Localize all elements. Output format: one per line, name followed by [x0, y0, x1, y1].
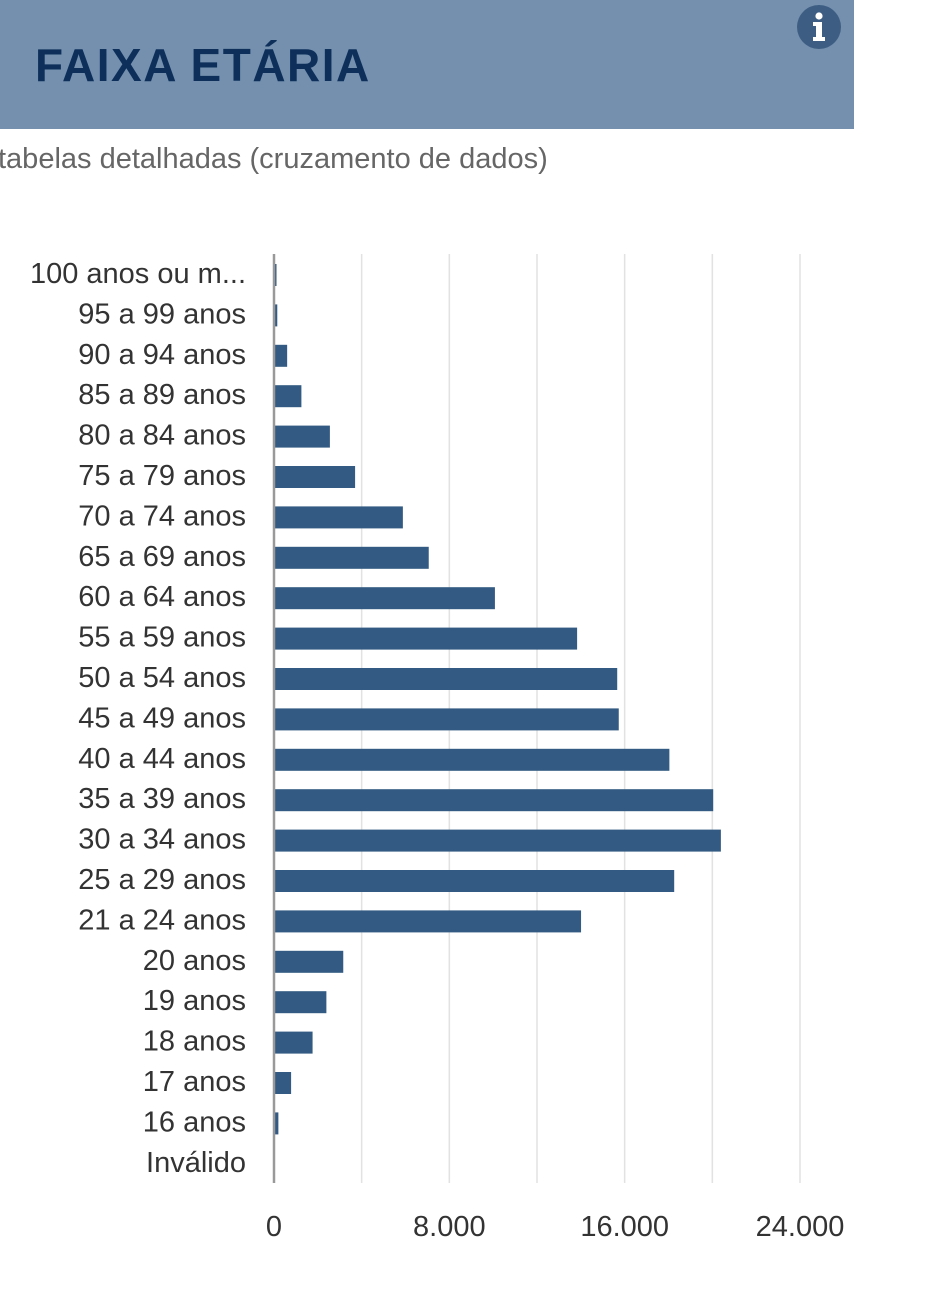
- category-label: 18 anos: [143, 1026, 246, 1058]
- bar: [274, 546, 429, 569]
- category-label: Inválido: [146, 1147, 246, 1179]
- category-label: 90 a 94 anos: [78, 339, 246, 371]
- category-label: 80 a 84 anos: [78, 420, 246, 452]
- category-label: 45 a 49 anos: [78, 702, 246, 734]
- bar: [274, 748, 670, 771]
- bar: [274, 385, 302, 408]
- bar: [274, 1031, 313, 1054]
- category-label: 16 anos: [143, 1106, 246, 1138]
- bar: [274, 506, 403, 529]
- category-label: 25 a 29 anos: [78, 864, 246, 896]
- bar: [274, 1112, 279, 1135]
- category-label: 60 a 64 anos: [78, 581, 246, 613]
- bar: [274, 910, 582, 933]
- category-label: 21 a 24 anos: [78, 904, 246, 936]
- category-label: 65 a 69 anos: [78, 541, 246, 573]
- bar: [274, 425, 330, 448]
- category-label: 70 a 74 anos: [78, 500, 246, 532]
- category-label: 30 a 34 anos: [78, 824, 246, 856]
- category-label: 50 a 54 anos: [78, 662, 246, 694]
- info-icon[interactable]: [797, 5, 841, 49]
- category-label: 75 a 79 anos: [78, 460, 246, 492]
- bar: [274, 950, 344, 973]
- bar: [274, 344, 288, 367]
- header-banner: FAIXA ETÁRIA: [0, 0, 854, 129]
- category-label: 55 a 59 anos: [78, 622, 246, 654]
- category-label: 35 a 39 anos: [78, 783, 246, 815]
- bar: [274, 1072, 292, 1094]
- bar: [274, 789, 714, 812]
- x-tick-label: 24.000: [756, 1211, 845, 1243]
- category-label: 85 a 89 anos: [78, 379, 246, 411]
- bar: [274, 708, 619, 731]
- category-label: 40 a 44 anos: [78, 743, 246, 775]
- x-tick-label: 0: [266, 1211, 282, 1243]
- category-label: 100 anos ou m...: [30, 258, 246, 290]
- category-label: 19 anos: [143, 985, 246, 1017]
- x-tick-label: 8.000: [413, 1211, 486, 1243]
- bar: [274, 870, 675, 892]
- page-title: FAIXA ETÁRIA: [35, 39, 371, 91]
- bar: [274, 991, 327, 1014]
- bar: [274, 829, 721, 852]
- bar: [274, 587, 495, 610]
- bar: [274, 304, 278, 327]
- category-label: 20 anos: [143, 945, 246, 977]
- subtitle-link[interactable]: tabelas detalhadas (cruzamento de dados): [0, 143, 548, 175]
- bar: [274, 466, 356, 488]
- category-label: 95 a 99 anos: [78, 298, 246, 330]
- x-tick-label: 16.000: [580, 1211, 669, 1243]
- category-label: 17 anos: [143, 1066, 246, 1098]
- bar: [274, 627, 578, 650]
- bar: [274, 668, 618, 690]
